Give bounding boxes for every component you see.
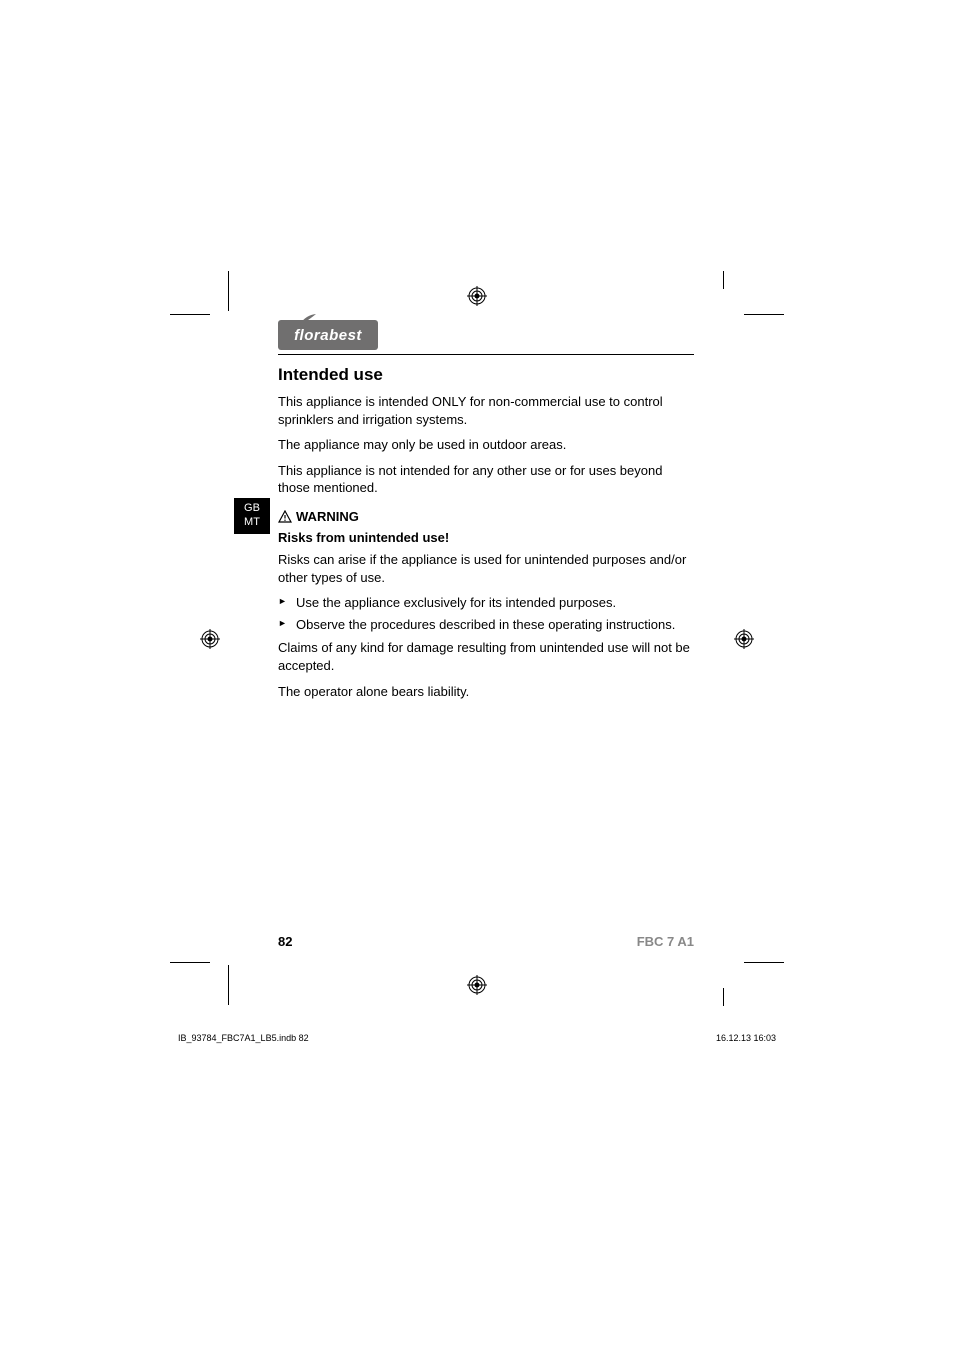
product-id: FBC 7 A1 (637, 934, 694, 949)
crop-mark (228, 965, 229, 1005)
bullet-item: Use the appliance exclusively for its in… (278, 594, 694, 612)
paragraph: The operator alone bears liability. (278, 683, 694, 701)
warning-triangle-icon (278, 510, 292, 524)
paragraph: This appliance is intended ONLY for non-… (278, 393, 694, 428)
page-content: Intended use This appliance is intended … (278, 365, 694, 708)
language-code-1: GB (244, 502, 260, 514)
registration-mark-icon (200, 629, 220, 649)
bullet-item: Observe the procedures described in thes… (278, 616, 694, 634)
crop-mark (744, 314, 784, 315)
crop-mark (170, 314, 210, 315)
paragraph: Claims of any kind for damage resulting … (278, 639, 694, 674)
paragraph: This appliance is not intended for any o… (278, 462, 694, 497)
crop-mark (723, 271, 724, 289)
crop-mark (228, 271, 229, 311)
registration-mark-icon (467, 975, 487, 995)
language-tab: GB MT (234, 498, 270, 534)
registration-mark-icon (734, 629, 754, 649)
risks-heading: Risks from unintended use! (278, 530, 694, 545)
section-heading: Intended use (278, 365, 694, 385)
warning-label: WARNING (296, 509, 359, 524)
crop-mark (723, 988, 724, 1006)
language-code-2: MT (244, 516, 260, 528)
crop-mark (744, 962, 784, 963)
warning-heading: WARNING (278, 509, 694, 525)
crop-mark (170, 962, 210, 963)
footer-file-info: IB_93784_FBC7A1_LB5.indb 82 (178, 1033, 309, 1043)
registration-mark-icon (467, 286, 487, 306)
paragraph: Risks can arise if the appliance is used… (278, 551, 694, 586)
brand-logo: florabest (278, 320, 378, 350)
header-divider (278, 354, 694, 355)
page-number: 82 (278, 934, 292, 949)
footer-date: 16.12.13 16:03 (716, 1033, 776, 1043)
paragraph: The appliance may only be used in outdoo… (278, 436, 694, 454)
